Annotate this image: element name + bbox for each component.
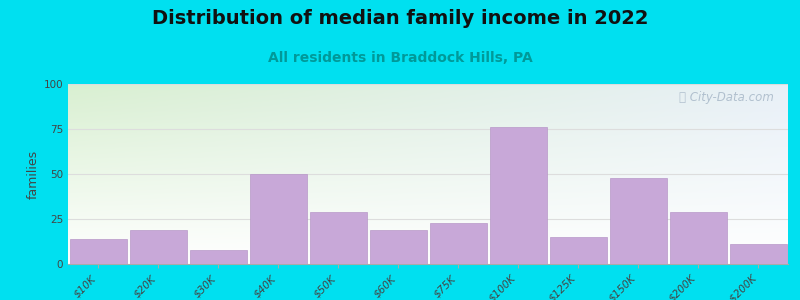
Bar bbox=[190, 250, 246, 264]
Y-axis label: families: families bbox=[26, 149, 39, 199]
Text: ⓘ City-Data.com: ⓘ City-Data.com bbox=[678, 91, 774, 104]
Bar bbox=[430, 223, 486, 264]
Text: Distribution of median family income in 2022: Distribution of median family income in … bbox=[152, 9, 648, 28]
Bar bbox=[550, 237, 606, 264]
Bar bbox=[490, 127, 546, 264]
Bar bbox=[70, 239, 126, 264]
Bar bbox=[730, 244, 786, 264]
Bar bbox=[670, 212, 726, 264]
Bar bbox=[310, 212, 366, 264]
Bar bbox=[610, 178, 666, 264]
Bar bbox=[370, 230, 426, 264]
Text: All residents in Braddock Hills, PA: All residents in Braddock Hills, PA bbox=[268, 51, 532, 65]
Bar bbox=[250, 174, 306, 264]
Bar bbox=[130, 230, 186, 264]
